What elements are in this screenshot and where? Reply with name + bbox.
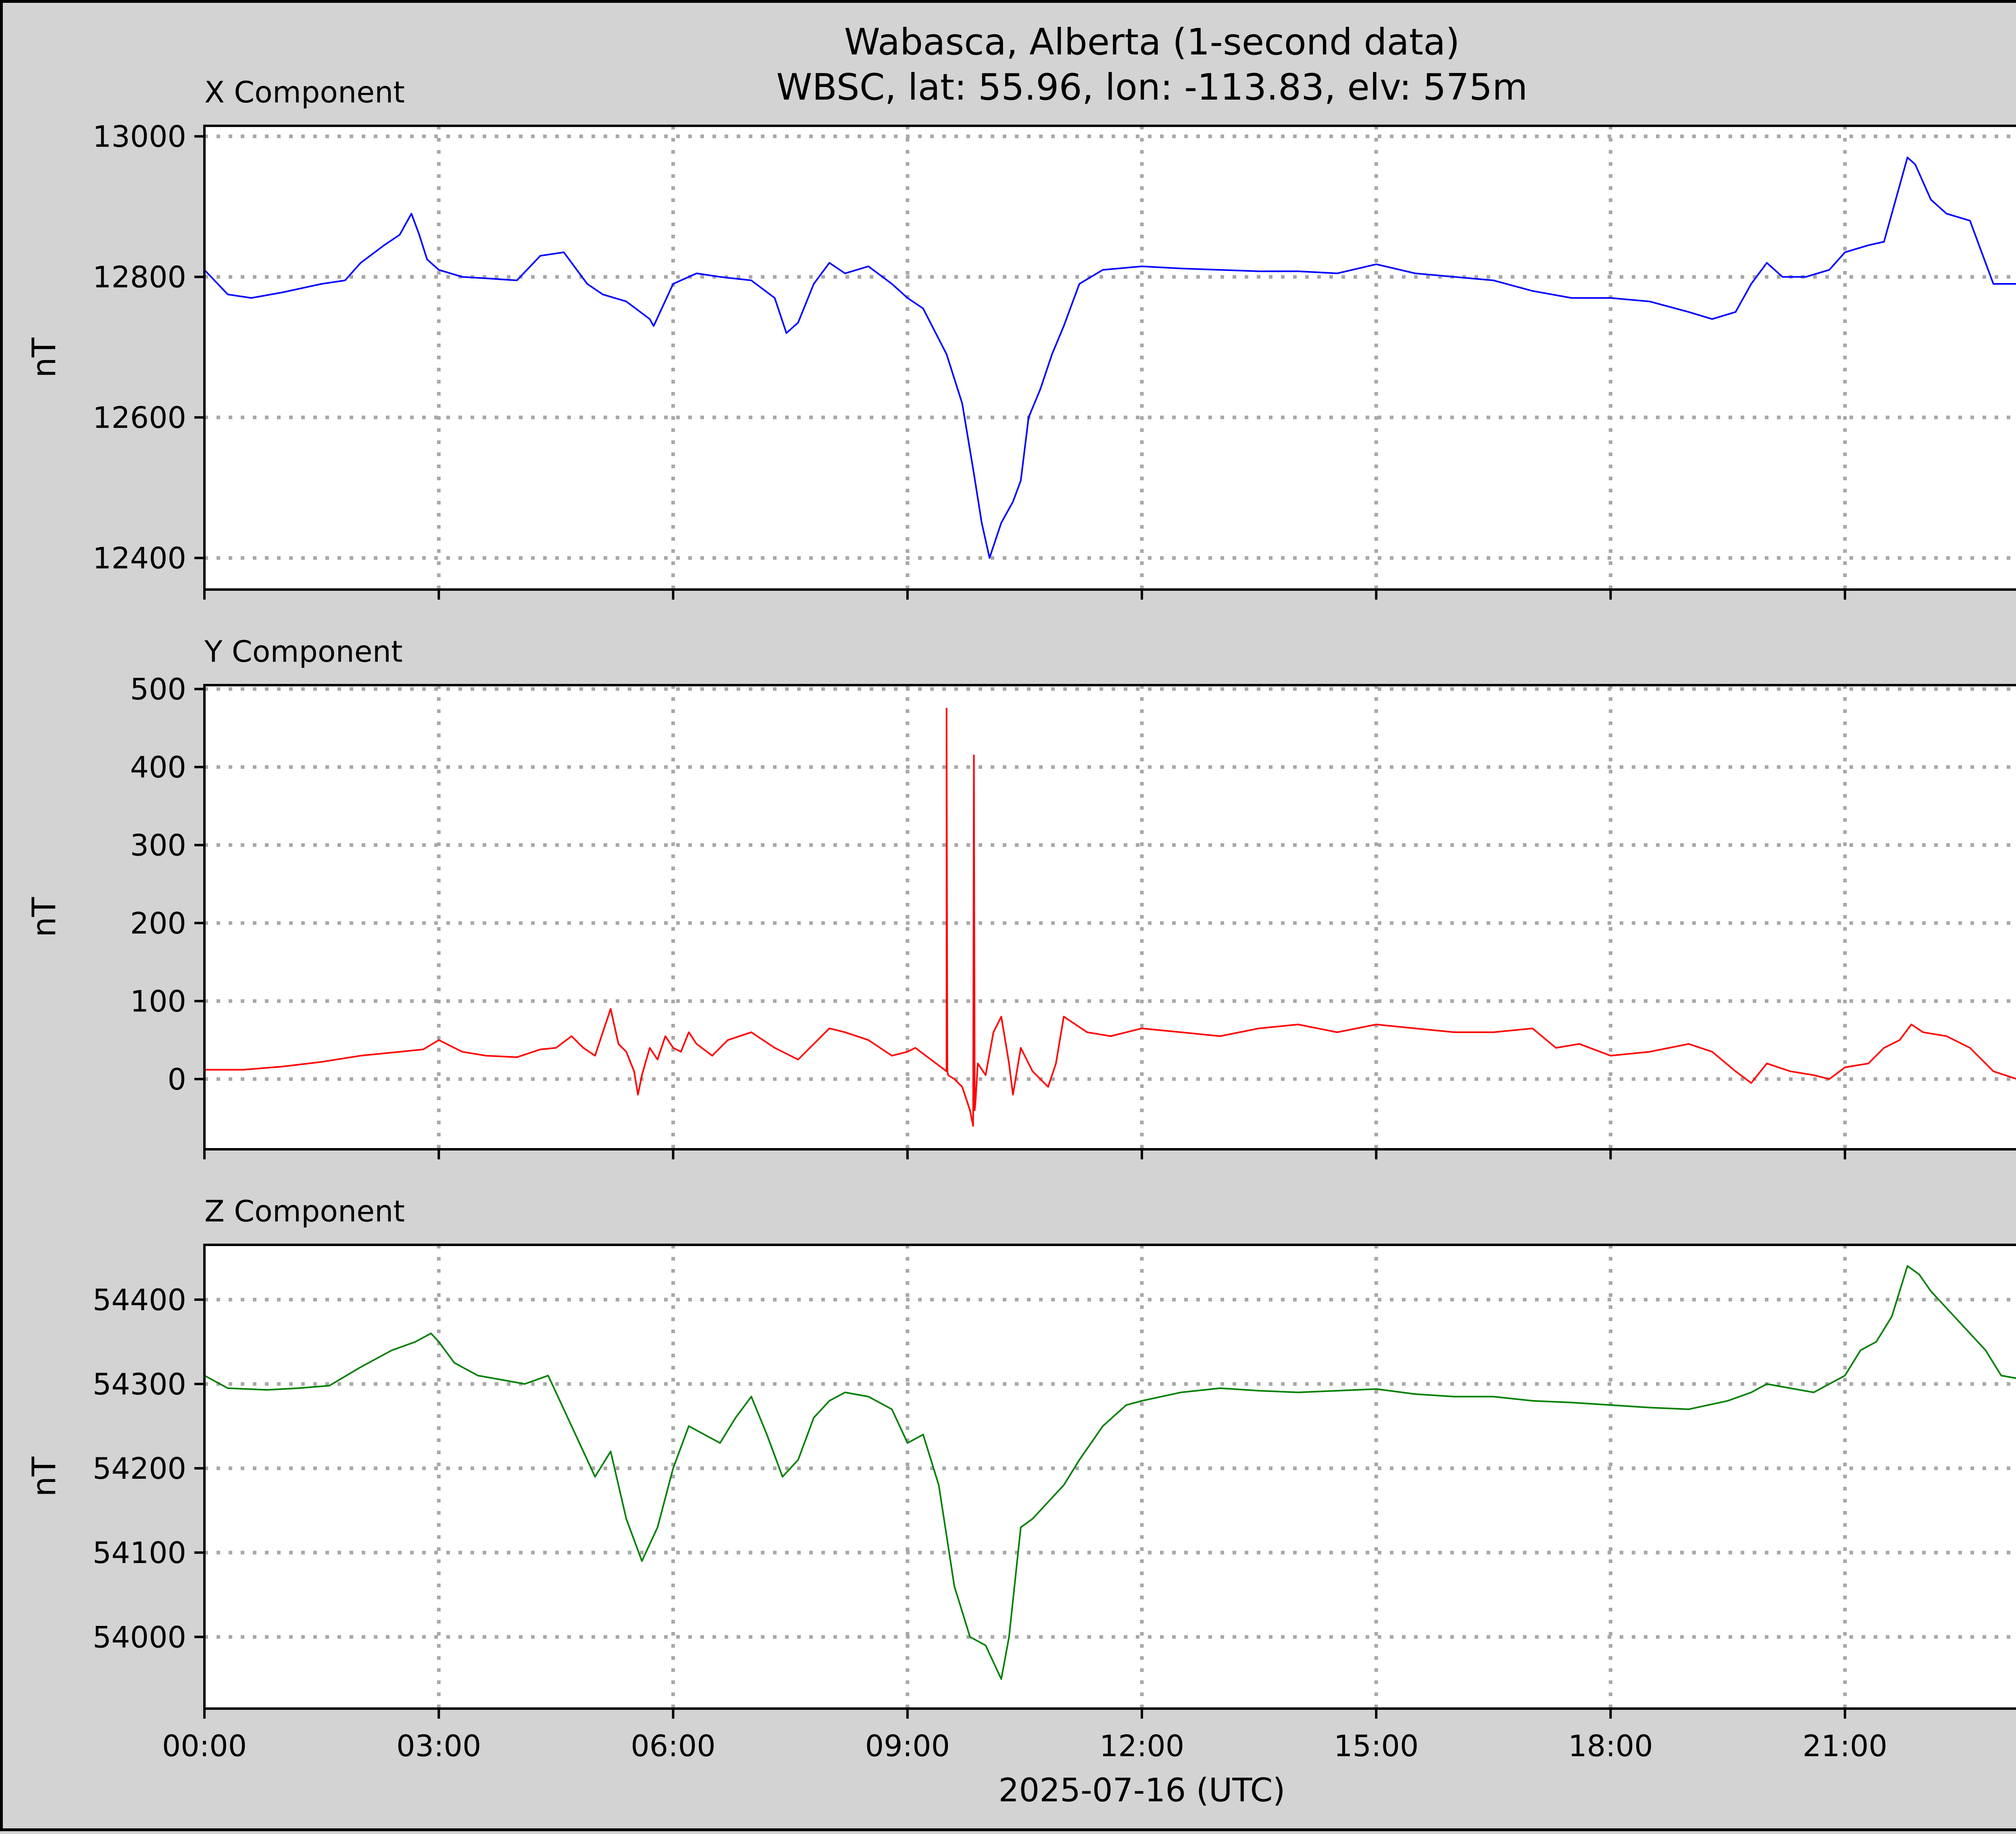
y-tick-label: 54300 [93, 1367, 186, 1402]
y-axis-label: nT [25, 337, 63, 378]
panel-2: 0 100 200 300 400 500 Y Component nT [25, 635, 2016, 1159]
panel-title: Z Component [204, 1194, 405, 1229]
x-tick-label: 12:00 [1100, 1729, 1184, 1763]
y-tick-label: 12800 [93, 261, 186, 295]
x-tick-label: 03:00 [396, 1729, 481, 1763]
data-series-line [204, 1265, 2016, 1680]
panel-3: 54000 54100 54200 54300 54400 00:00 03:00 06:00… [25, 1194, 2016, 1763]
data-series-line [204, 708, 2016, 1127]
panel-title: X Component [204, 75, 405, 110]
y-tick-label: 300 [130, 829, 186, 863]
x-tick-label: 06:00 [631, 1729, 715, 1763]
y-tick-label: 54100 [93, 1536, 186, 1570]
y-tick-label: 54400 [93, 1283, 186, 1317]
y-tick-label: 12400 [93, 542, 186, 576]
x-tick-label: 09:00 [865, 1729, 950, 1763]
panel-1: 12400 12600 12800 13000 X Component nT [25, 75, 2016, 600]
y-tick-label: 0 [168, 1063, 186, 1097]
y-tick-label: 54000 [93, 1620, 186, 1655]
x-axis-label: 2025-07-16 (UTC) [998, 1771, 1285, 1809]
y-tick-label: 500 [130, 673, 186, 707]
x-tick-label: 15:00 [1334, 1729, 1418, 1763]
chart-canvas: Wabasca, Alberta (1-second data) WBSC, l… [25, 21, 2016, 1809]
y-tick-label: 400 [130, 750, 186, 785]
chart-title-line1: Wabasca, Alberta (1-second data) [844, 21, 1460, 63]
x-tick-label: 18:00 [1568, 1729, 1653, 1763]
plot-background [204, 126, 2016, 590]
chart-title-line2: WBSC, lat: 55.96, lon: -113.83, elv: 575… [776, 66, 1527, 108]
y-axis-label: nT [25, 897, 63, 938]
y-tick-label: 54200 [93, 1452, 186, 1486]
x-tick-label: 21:00 [1803, 1729, 1887, 1763]
y-tick-label: 200 [130, 907, 186, 941]
panel-title: Y Component [204, 635, 403, 669]
y-tick-label: 100 [130, 984, 186, 1019]
y-tick-label: 13000 [93, 120, 186, 154]
panels: 12400 12600 12800 13000 X Component nT 0 100 200… [25, 75, 2016, 1763]
plot-background [204, 685, 2016, 1149]
x-tick-label: 00:00 [162, 1729, 247, 1763]
data-series-line [204, 156, 2016, 559]
y-axis-label: nT [25, 1456, 63, 1497]
plot-background [204, 1245, 2016, 1709]
y-tick-label: 12600 [93, 401, 186, 435]
